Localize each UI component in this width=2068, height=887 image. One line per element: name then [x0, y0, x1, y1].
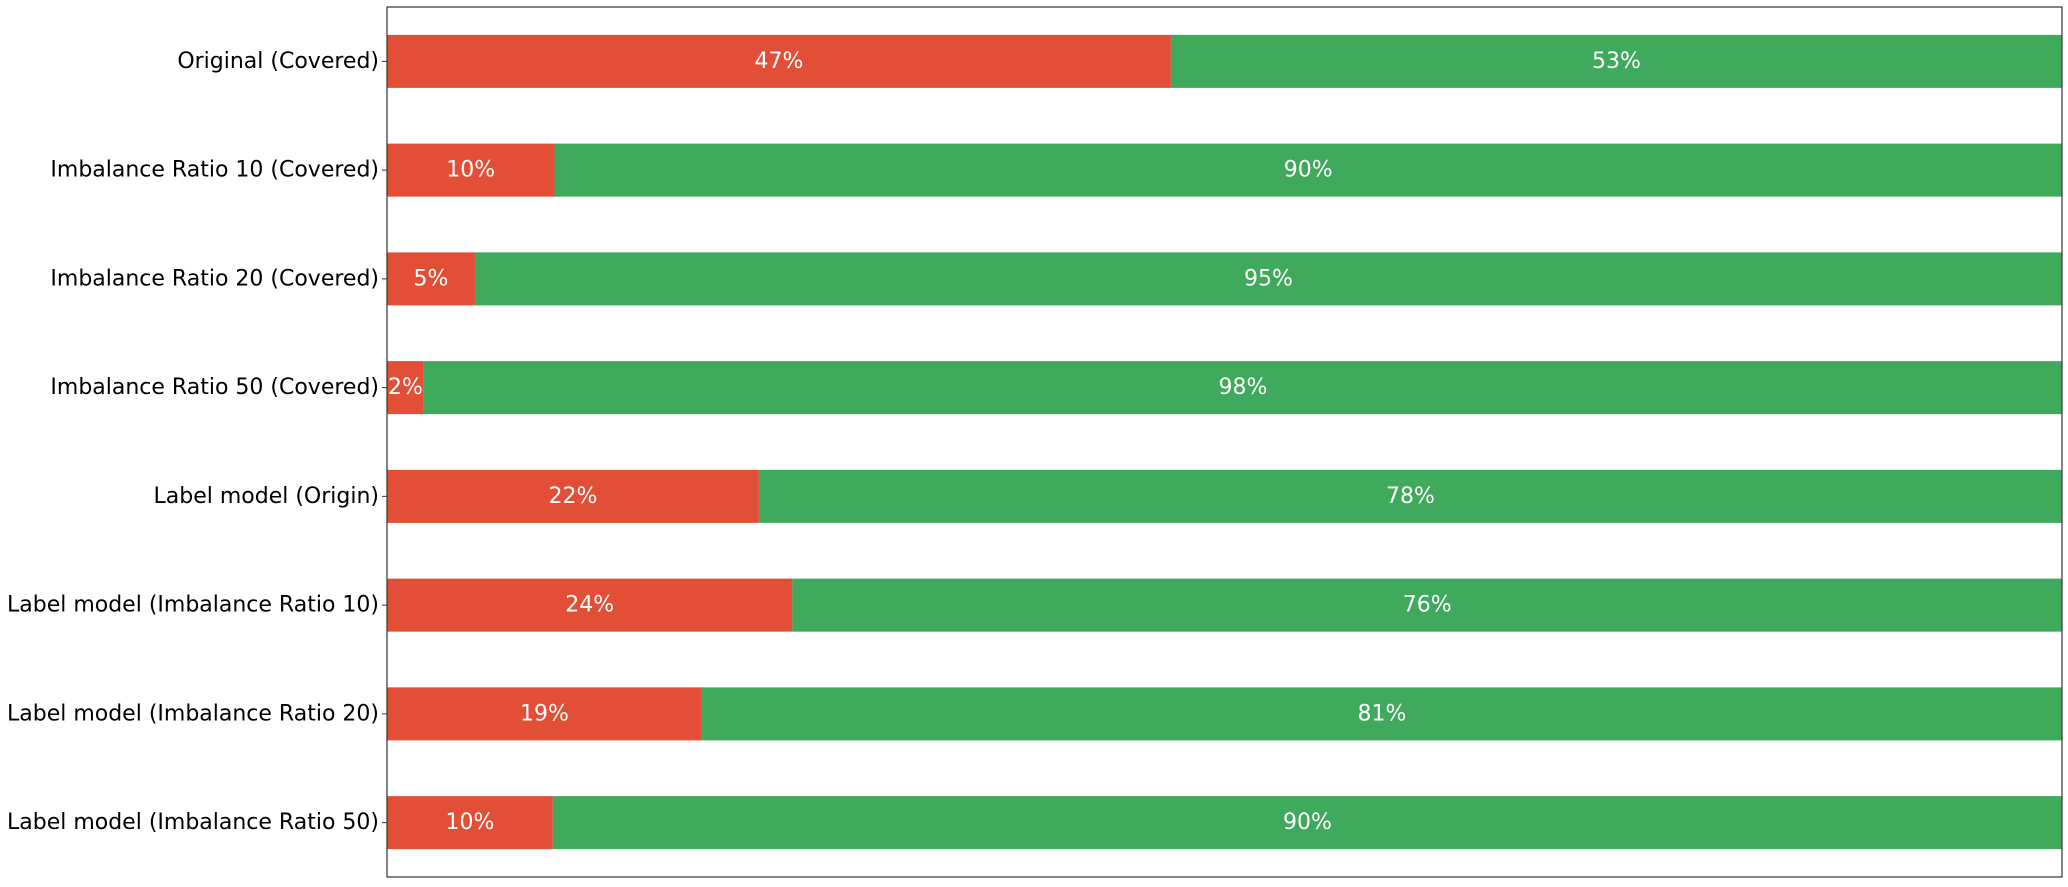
- bar-value-label: 19%: [520, 701, 569, 726]
- y-tick-label: Imbalance Ratio 10 (Covered): [50, 158, 379, 183]
- positive-bar-segment: [552, 796, 2063, 850]
- negative-bar-segment: [387, 796, 553, 850]
- y-tick-label: Original (Covered): [177, 49, 379, 74]
- bar-value-label: 90%: [1284, 158, 1333, 183]
- negative-bar-segment: [387, 687, 702, 741]
- bar-value-label: 78%: [1386, 484, 1435, 509]
- bar-value-label: 2%: [388, 375, 423, 400]
- negative-bar-segment: [387, 361, 424, 415]
- bar-value-label: 76%: [1403, 593, 1452, 618]
- positive-bar-segment: [554, 143, 2062, 197]
- plot-frame: [386, 6, 2063, 878]
- positive-bar-segment: [423, 361, 2063, 415]
- bar-value-label: 47%: [754, 49, 803, 74]
- bar-value-label: 10%: [446, 158, 495, 183]
- positive-bar-segment: [792, 578, 2062, 632]
- labels-layer: Original (Covered) 47% 53% Imbalance Ratio …: [7, 49, 1641, 835]
- y-tick-label: Label model (Origin): [154, 484, 380, 509]
- positive-bar-segment: [701, 687, 2062, 741]
- y-tick-label: Imbalance Ratio 50 (Covered): [50, 375, 379, 400]
- bars-layer: [387, 34, 2063, 850]
- negative-bar-segment: [387, 578, 793, 632]
- bar-value-label: 90%: [1283, 810, 1332, 835]
- positive-bar-segment: [1170, 34, 2062, 88]
- bar-value-label: 10%: [445, 810, 494, 835]
- bar-value-label: 81%: [1357, 701, 1406, 726]
- bar-value-label: 98%: [1218, 375, 1267, 400]
- negative-bar-segment: [387, 34, 1171, 88]
- positive-bar-segment: [474, 252, 2062, 306]
- negative-bar-segment: [387, 252, 475, 306]
- negative-bar-segment: [387, 143, 555, 197]
- y-tick-label: Imbalance Ratio 20 (Covered): [50, 266, 379, 291]
- y-tick-label: Label model (Imbalance Ratio 20): [7, 701, 379, 726]
- bar-value-label: 24%: [565, 593, 614, 618]
- negative-bar-segment: [387, 469, 759, 523]
- y-tick-label: Label model (Imbalance Ratio 10): [7, 593, 379, 618]
- bar-value-label: 22%: [548, 484, 597, 509]
- positive-bar-segment: [758, 469, 2062, 523]
- bar-value-label: 5%: [414, 266, 449, 291]
- y-tick-label: Label model (Imbalance Ratio 50): [7, 810, 379, 835]
- bar-value-label: 95%: [1244, 266, 1293, 291]
- bar-value-label: 53%: [1592, 49, 1641, 74]
